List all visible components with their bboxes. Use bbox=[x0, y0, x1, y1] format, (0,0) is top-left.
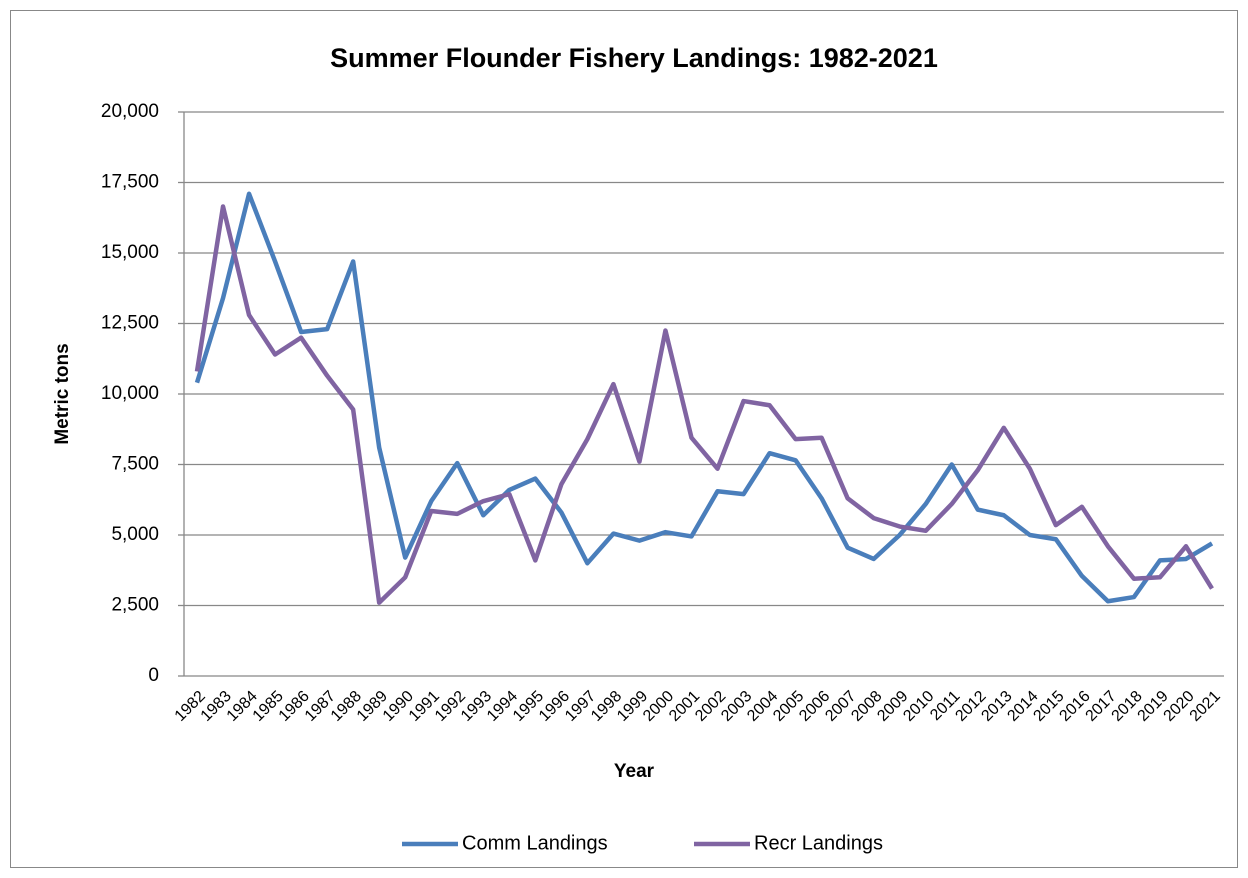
y-tick-label: 5,000 bbox=[111, 524, 159, 545]
chart-title: Summer Flounder Fishery Landings: 1982-2… bbox=[330, 43, 938, 73]
y-tick-label: 2,500 bbox=[111, 595, 159, 616]
y-tick-label: 0 bbox=[148, 665, 159, 686]
y-axis-label: Metric tons bbox=[52, 343, 73, 444]
y-tick-label: 10,000 bbox=[101, 383, 159, 404]
chart-border bbox=[10, 10, 1238, 868]
y-tick-label: 17,500 bbox=[101, 172, 159, 193]
x-axis-label: Year bbox=[614, 761, 655, 782]
y-tick-label: 7,500 bbox=[111, 454, 159, 475]
series-line bbox=[194, 191, 1214, 604]
y-tick-label: 15,000 bbox=[101, 242, 159, 263]
y-tick-label: 12,500 bbox=[101, 313, 159, 334]
series-line bbox=[194, 204, 1214, 605]
legend-label: Comm Landings bbox=[462, 832, 608, 854]
legend-label: Recr Landings bbox=[754, 832, 883, 854]
y-tick-label: 20,000 bbox=[101, 101, 159, 122]
